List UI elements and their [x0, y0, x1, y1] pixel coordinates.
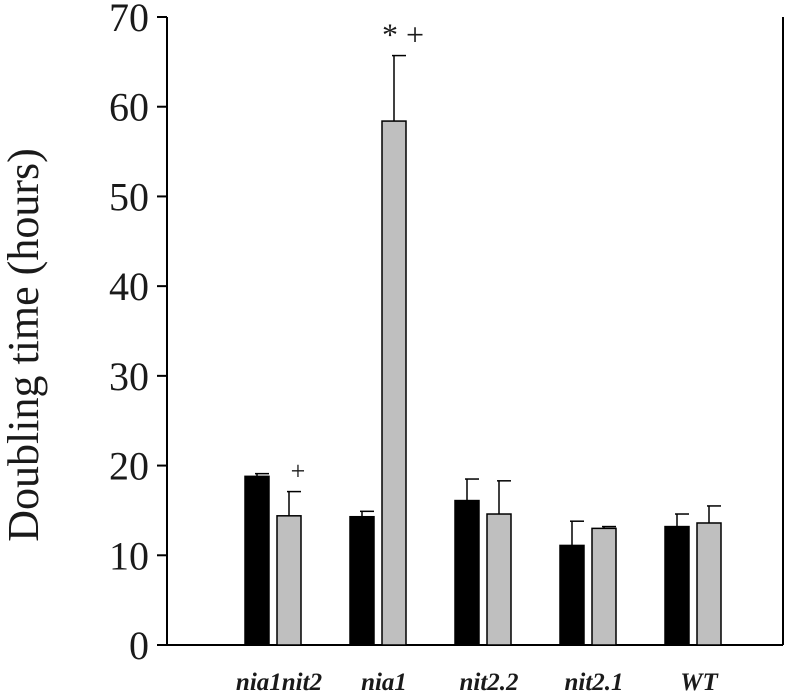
y-tick-label: 30	[109, 354, 149, 399]
category-label-nia1nit2: nia1nit2	[236, 669, 322, 695]
y-tick-label: 60	[109, 85, 149, 130]
y-tick-label: 70	[109, 0, 149, 40]
chart-bars	[244, 120, 722, 646]
bar-WT-series-2	[696, 522, 722, 646]
y-tick-label: 10	[109, 533, 149, 578]
bar-nia1-series-2	[381, 120, 407, 646]
y-tick-label: 40	[109, 264, 149, 309]
error-bars	[255, 54, 721, 546]
bar-nit2.2-series-1	[454, 499, 480, 646]
bar-nia1nit2-series-2	[276, 515, 302, 646]
y-axis-label: Doubling time (hours)	[0, 148, 48, 542]
category-label-nit2.1: nit2.1	[564, 669, 623, 695]
bar-nit2.1-series-2	[591, 527, 617, 646]
y-tick-label: 50	[109, 174, 149, 219]
annotation-plus: +	[291, 457, 306, 486]
y-axis-ticks: 0 10 20 30 40 50 60 70	[109, 0, 167, 668]
bar-nia1-series-1	[349, 515, 375, 646]
bar-nit2.1-series-1	[559, 544, 585, 646]
category-label-WT: WT	[680, 669, 719, 695]
y-tick-label: 20	[109, 444, 149, 489]
bar-nit2.2-series-2	[486, 513, 512, 646]
category-label-nit2.2: nit2.2	[459, 669, 518, 695]
bar-WT-series-1	[664, 525, 690, 646]
annotation-star-plus: * +	[382, 17, 424, 53]
y-tick-label: 0	[129, 623, 149, 668]
chart-annotations: + * +	[291, 17, 424, 486]
x-axis-category-labels: nia1nit2 nia1 nit2.2 nit2.1 WT	[236, 669, 720, 695]
category-label-nia1: nia1	[361, 669, 407, 695]
bar-nia1nit2-series-1	[244, 475, 270, 646]
